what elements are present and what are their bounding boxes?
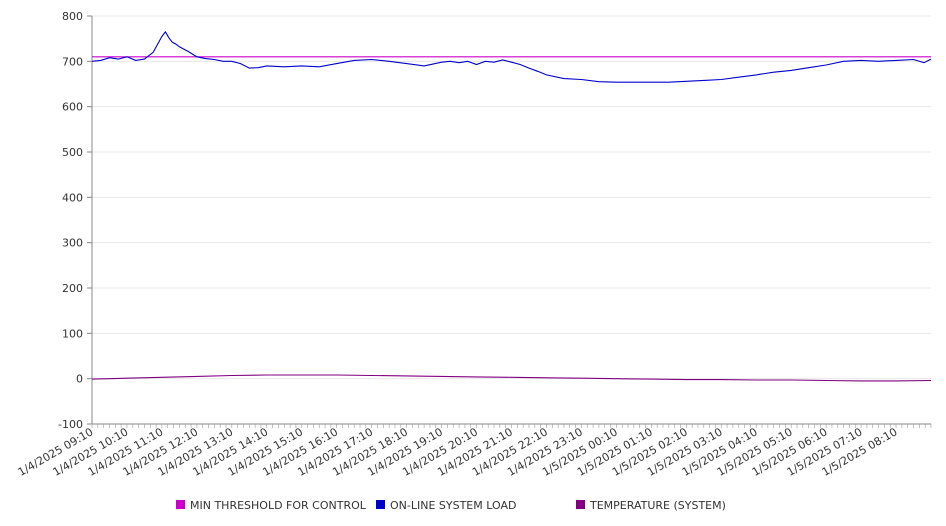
y-tick-label: 200	[62, 282, 83, 295]
series-line-3	[91, 374, 932, 382]
series-lines	[91, 30, 932, 382]
series-line-2	[91, 30, 932, 83]
y-tick-label: 0	[76, 373, 83, 386]
y-tick-label: 600	[62, 101, 83, 114]
y-tick-label: 700	[62, 55, 83, 68]
y-axis-ticks: -100 0 100 200 300 400 500 600 700 800	[58, 10, 93, 431]
legend-swatch	[176, 500, 185, 509]
legend-swatch	[576, 500, 585, 509]
y-tick-label: 400	[62, 191, 83, 204]
legend-swatch	[376, 500, 385, 509]
legend-label: MIN THRESHOLD FOR CONTROL	[190, 499, 367, 512]
y-tick-label: 100	[62, 327, 83, 340]
y-tick-label: 800	[62, 10, 83, 23]
legend-label: ON-LINE SYSTEM LOAD	[390, 499, 516, 512]
gridlines	[92, 15, 931, 425]
y-tick-label: 500	[62, 146, 83, 159]
legend: MIN THRESHOLD FOR CONTROL ON-LINE SYSTEM …	[176, 499, 726, 512]
y-tick-label: -100	[58, 418, 83, 431]
x-axis: 1/4/2025 09:101/4/2025 10:101/4/2025 11:…	[16, 423, 932, 479]
legend-label: TEMPERATURE (SYSTEM)	[589, 499, 726, 512]
y-tick-label: 300	[62, 237, 83, 250]
